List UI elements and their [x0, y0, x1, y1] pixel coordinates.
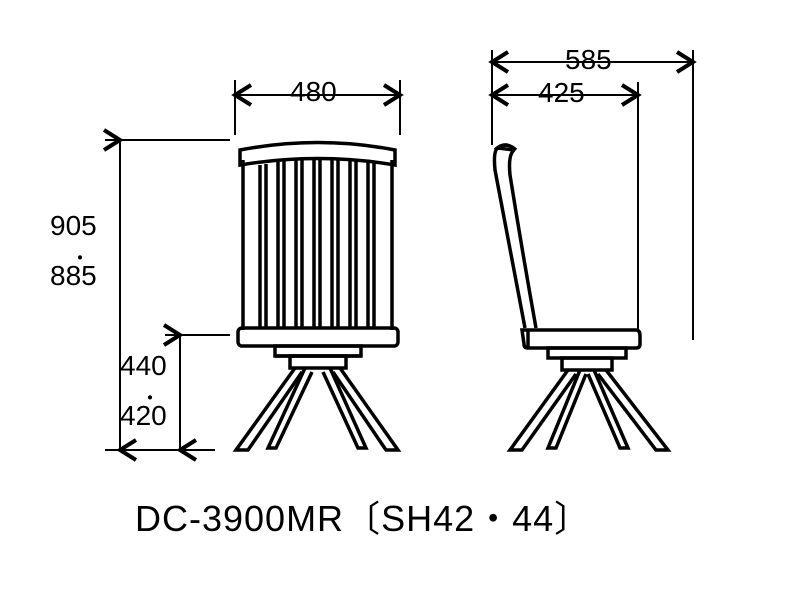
model-variant: 〔SH42・44〕 [344, 498, 591, 539]
dim-total-height-high: 905 [50, 210, 97, 242]
model-label: DC-3900MR〔SH42・44〕 [135, 490, 591, 542]
dim-side-depth-inner: 425 [538, 77, 585, 109]
dim-side-depth-outer: 585 [565, 44, 612, 76]
dim-seat-height-high: 440 [120, 350, 167, 382]
diagram-canvas: 480 585 425 905 ・ 885 440 ・ 420 DC-3900M… [0, 0, 800, 600]
dim-front-width: 480 [290, 76, 337, 108]
model-name: DC-3900MR [135, 498, 344, 539]
dim-total-height-low: 885 [50, 260, 97, 292]
dim-seat-height-low: 420 [120, 400, 167, 432]
